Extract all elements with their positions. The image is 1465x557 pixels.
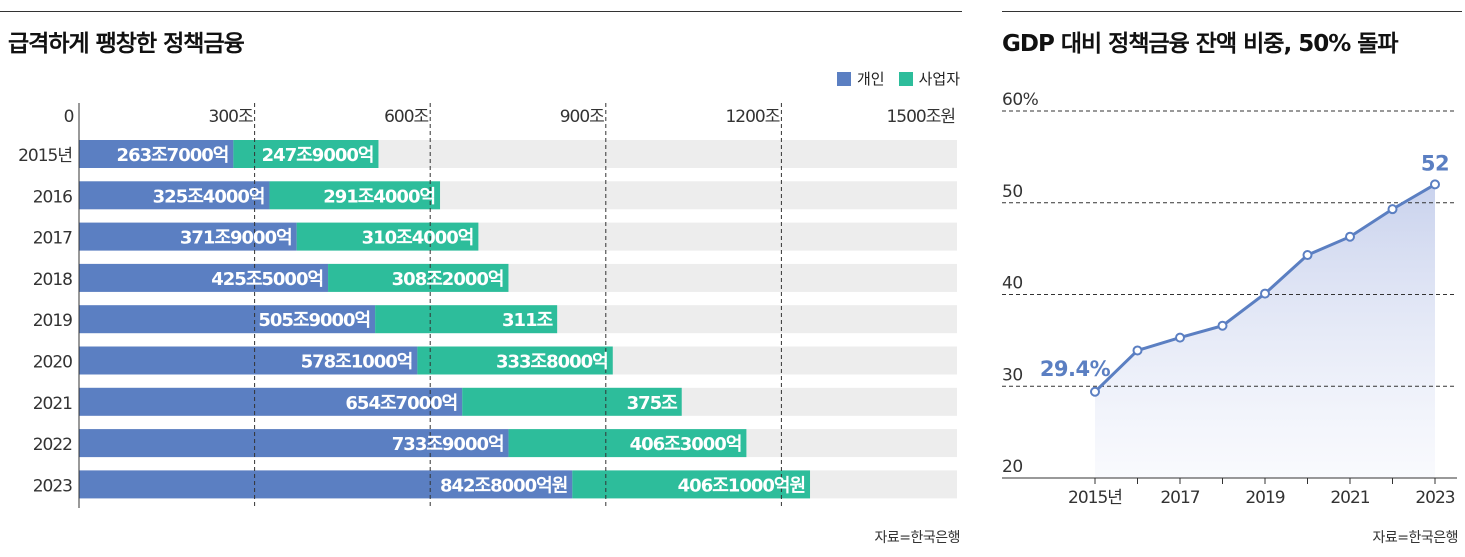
y-category-label: 2020: [33, 353, 72, 373]
x-tick-label: 1200조: [725, 107, 779, 127]
y-category-label: 2021: [33, 394, 72, 414]
bar-personal: [79, 346, 418, 375]
bar-personal: [79, 470, 573, 499]
x-tick-label: 2019: [1245, 488, 1284, 508]
bar-business: [269, 181, 441, 210]
top-rule: [0, 11, 962, 12]
legend-item-business: 사업자: [898, 68, 960, 89]
data-annotation: 29.4%: [1040, 357, 1111, 381]
value-label-business: 311조: [502, 310, 553, 331]
bar-business: [328, 263, 509, 292]
data-point: [1387, 204, 1398, 215]
value-label-personal: 263조7000억: [117, 145, 229, 166]
value-label-personal: 654조7000억: [345, 393, 457, 414]
top-rule: [1002, 11, 1462, 12]
bar-business: [462, 387, 682, 416]
y-tick-label: 50: [1002, 182, 1023, 202]
legend-swatch-personal: [836, 71, 851, 86]
bar-business: [233, 140, 379, 168]
x-tick-label: 600조: [384, 107, 428, 127]
data-point: [1132, 345, 1143, 356]
legend-label-business: 사업자: [918, 70, 960, 88]
value-label-business: 291조4000억: [323, 186, 435, 207]
bar-business: [296, 222, 479, 251]
bar-personal: [79, 222, 297, 251]
y-category-label: 2018: [33, 270, 72, 290]
value-label-personal: 371조9000억: [180, 228, 292, 249]
y-category-label: 2015년: [18, 146, 72, 166]
right-chart-panel: GDP 대비 정책금융 잔액 비중, 50% 돌파 60% 50 40 30 20 201…: [1002, 0, 1462, 557]
data-point: [1090, 386, 1100, 397]
y-category-label: 2019: [33, 311, 72, 331]
value-label-business: 333조8000억: [496, 352, 608, 373]
legend-label-personal: 개인: [856, 70, 885, 88]
data-point: [1175, 332, 1185, 343]
x-tick-label: 2017: [1160, 488, 1199, 508]
data-point: [1345, 231, 1355, 242]
value-label-business: 247조9000억: [262, 145, 374, 166]
value-label-personal: 842조8000억원: [440, 475, 567, 496]
y-category-label: 2017: [33, 229, 72, 249]
data-point: [1430, 179, 1440, 190]
y-category-label: 2022: [33, 435, 72, 455]
bar-personal: [79, 305, 376, 334]
legend-item-personal: 개인: [836, 68, 885, 89]
data-point: [1217, 320, 1228, 331]
y-tick-label: 30: [1002, 365, 1023, 385]
bar-business: [508, 429, 747, 458]
chart-title: 급격하게 팽창한 정책금융: [8, 31, 245, 57]
x-tick-label: 2015년: [1068, 488, 1122, 508]
data-point: [1302, 250, 1313, 261]
value-label-personal: 425조5000억: [211, 269, 323, 290]
value-label-personal: 578조1000억: [301, 352, 413, 373]
bar-business: [417, 346, 613, 375]
chart-title: GDP 대비 정책금융 잔액 비중, 50% 돌파: [1002, 31, 1399, 57]
area-fill: [1095, 184, 1435, 478]
value-label-business: 375조: [627, 393, 678, 414]
legend-swatch-business: [898, 71, 913, 86]
source-note: 자료=한국은행: [874, 530, 960, 546]
value-label-business: 308조2000억: [392, 269, 504, 290]
bar-business: [375, 305, 558, 334]
bar-personal: [79, 140, 234, 168]
bar-personal: [79, 387, 463, 416]
left-chart-panel: 급격하게 팽창한 정책금융 개인 사업자 0 300조 600조 900조 1200조 1…: [0, 11, 962, 546]
line-chart: 60% 50 40 30 20 2015년 2017 2019 2021 2023 29.4% 52: [1002, 90, 1457, 508]
data-point: [1260, 288, 1270, 299]
x-tick-label: 2021: [1330, 488, 1369, 508]
value-label-business: 310조4000억: [362, 228, 474, 249]
value-label-personal: 733조9000억: [392, 434, 504, 455]
y-category-label: 2016: [33, 187, 72, 207]
value-label-business: 406조1000억원: [678, 475, 805, 496]
data-annotation: 52: [1421, 151, 1449, 175]
x-tick-label: 900조: [560, 107, 604, 127]
bar-business: [572, 470, 811, 499]
value-label-personal: 505조9000억: [258, 310, 370, 331]
y-tick-label: 60%: [1002, 90, 1039, 110]
stacked-bar-chart: 0 300조 600조 900조 1200조 1500조원 263조7000억 247조900…: [18, 103, 957, 508]
x-tick-label: 300조: [209, 107, 253, 127]
value-label-business: 406조3000억: [630, 434, 742, 455]
bar-personal: [79, 181, 270, 210]
value-label-personal: 325조4000억: [153, 186, 265, 207]
y-category-label: 2023: [33, 476, 72, 496]
source-note: 자료=한국은행: [1372, 530, 1458, 546]
legend: 개인 사업자: [836, 68, 960, 89]
bar-personal: [79, 263, 329, 292]
y-tick-label: 40: [1002, 274, 1023, 294]
x-tick-label: 0: [64, 107, 74, 127]
y-tick-label: 20: [1002, 457, 1023, 477]
x-tick-label: 2023: [1415, 488, 1454, 508]
x-tick-label: 1500조원: [886, 107, 955, 127]
bar-personal: [79, 429, 509, 458]
